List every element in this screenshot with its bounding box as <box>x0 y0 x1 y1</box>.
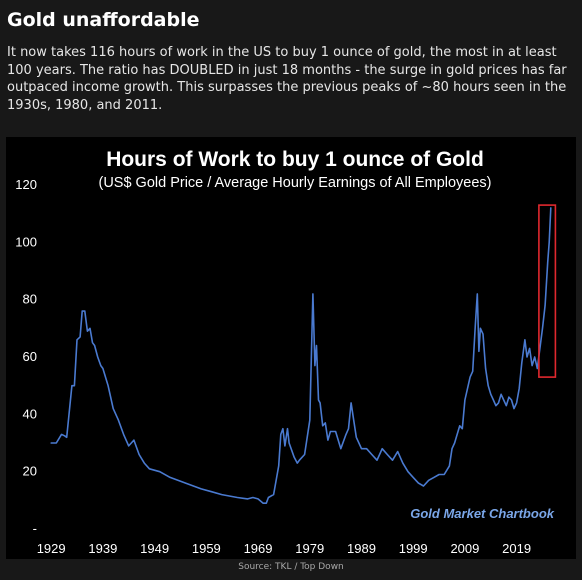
x-tick-label: 1939 <box>88 541 117 556</box>
y-tick-label: 120 <box>15 177 37 192</box>
x-tick-label: 2009 <box>450 541 479 556</box>
x-tick-label: 1999 <box>399 541 428 556</box>
y-tick-label: 20 <box>23 464 37 479</box>
x-tick-label: 1979 <box>295 541 324 556</box>
chart-panel: Hours of Work to buy 1 ounce of Gold (US… <box>6 137 576 559</box>
y-tick-label: 40 <box>23 406 37 421</box>
post-headline: Gold unaffordable <box>7 9 200 31</box>
x-tick-label: 1949 <box>140 541 169 556</box>
post-description: It now takes 116 hours of work in the US… <box>7 45 567 113</box>
chart-title: Hours of Work to buy 1 ounce of Gold <box>106 148 484 171</box>
x-tick-label: 1989 <box>347 541 376 556</box>
x-axis-tick-labels: 1929 1939 1949 1959 1969 1979 1989 1999 2009 2019 <box>37 541 531 556</box>
y-tick-label: 60 <box>23 349 37 364</box>
recent-peak-highlight-box <box>538 204 557 378</box>
y-axis-tick-labels: - 20 40 60 80 100 120 <box>15 177 37 536</box>
x-tick-label: 1959 <box>192 541 221 556</box>
y-tick-label: - <box>33 521 37 536</box>
series-line-hours-of-work <box>50 207 552 504</box>
x-tick-label: 1929 <box>37 541 66 556</box>
x-tick-label: 2019 <box>502 541 531 556</box>
y-tick-label: 100 <box>15 234 37 249</box>
source-note: Source: TKL / Top Down <box>238 562 344 572</box>
chart-subtitle: (US$ Gold Price / Average Hourly Earning… <box>98 175 491 191</box>
gold-hours-chart: Hours of Work to buy 1 ounce of Gold (US… <box>15 148 557 556</box>
chart-watermark: Gold Market Chartbook <box>410 506 555 521</box>
x-tick-label: 1969 <box>244 541 273 556</box>
y-tick-label: 80 <box>23 292 37 307</box>
